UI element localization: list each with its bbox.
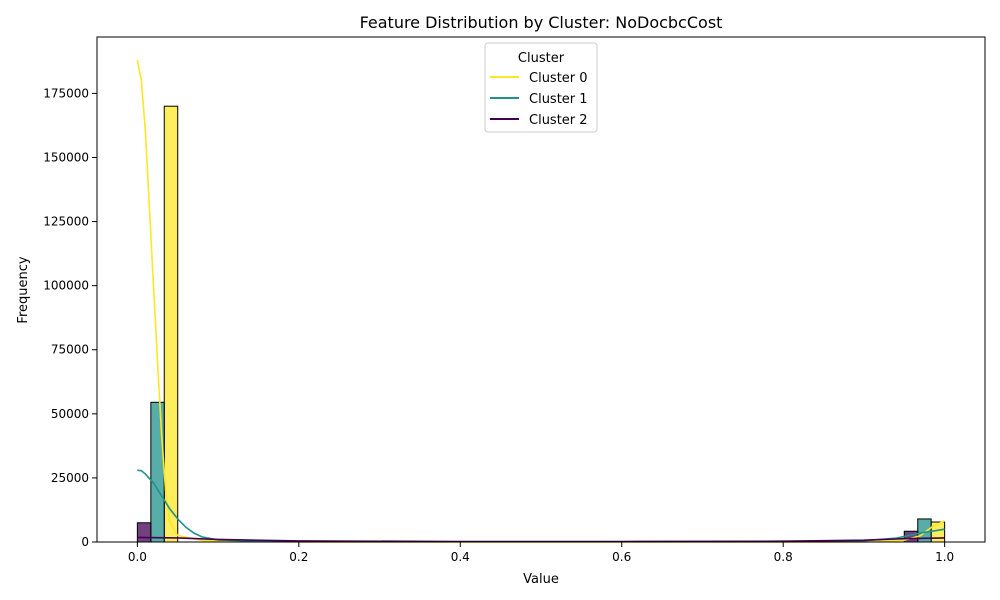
histogram-bar-cluster-0-0 [163,105,179,543]
y-tick-label: 175000 [43,86,89,100]
histogram-bar-cluster-1-0 [150,401,165,543]
y-tick-label: 150000 [43,150,89,164]
plot-frame [96,36,986,543]
x-tick-label: 0.4 [451,550,470,564]
x-axis-label: Value [523,572,559,587]
legend-label-cluster-0: Cluster 0 [529,71,588,86]
legend-title: Cluster [518,51,565,66]
y-axis-label: Frequency [16,256,31,323]
y-axis: 0 25000 50000 75000 100000 125000 150000 175000 [43,86,97,549]
chart-title: Feature Distribution by Cluster: NoDocbc… [360,13,723,32]
y-tick-label: 0 [81,535,89,549]
histogram-bar-cluster-2-0 [136,522,152,543]
kde-line-cluster-2 [137,536,945,543]
y-tick-label: 50000 [51,407,89,421]
legend-label-cluster-1: Cluster 1 [529,92,588,107]
legend-label-cluster-2: Cluster 2 [529,113,588,128]
legend: Cluster Cluster 0 Cluster 1 Cluster 2 [484,42,598,133]
kde-curves [136,59,945,543]
x-tick-label: 1.0 [935,550,954,564]
x-tick-label: 0.8 [774,550,793,564]
x-tick-label: 0.6 [612,550,631,564]
histogram-bar-cluster-0-1 [930,521,946,543]
y-tick-label: 75000 [51,343,89,357]
x-tick-label: 0.0 [128,550,147,564]
y-tick-label: 100000 [43,279,89,293]
y-tick-label: 25000 [51,471,89,485]
y-tick-label: 125000 [43,215,89,229]
x-axis: 0.0 0.2 0.4 0.6 0.8 1.0 [128,542,954,564]
legend-box [484,42,598,133]
x-tick-label: 0.2 [289,550,308,564]
